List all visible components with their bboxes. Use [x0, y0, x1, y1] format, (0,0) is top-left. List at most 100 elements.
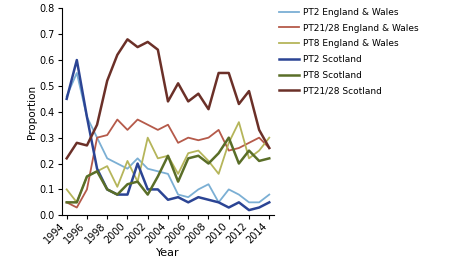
PT21/28 England & Wales — [246, 141, 252, 145]
PT2 Scotland — [145, 188, 151, 191]
Line: PT21/28 England & Wales: PT21/28 England & Wales — [67, 120, 269, 208]
PT8 Scotland — [104, 188, 110, 191]
PT21/28 Scotland — [145, 40, 151, 44]
Line: PT2 England & Wales: PT2 England & Wales — [67, 73, 269, 202]
PT8 England & Wales — [94, 170, 100, 173]
PT8 Scotland — [74, 201, 80, 204]
PT2 Scotland — [94, 167, 100, 170]
PT2 England & Wales — [155, 170, 161, 173]
PT2 England & Wales — [246, 201, 252, 204]
Y-axis label: Proportion: Proportion — [27, 85, 36, 139]
PT21/28 England & Wales — [135, 118, 140, 121]
PT8 England & Wales — [74, 201, 80, 204]
PT21/28 England & Wales — [226, 149, 232, 152]
PT21/28 England & Wales — [104, 133, 110, 137]
PT8 Scotland — [145, 193, 151, 196]
PT8 Scotland — [64, 201, 70, 204]
PT2 Scotland — [165, 198, 171, 201]
PT21/28 Scotland — [175, 82, 181, 85]
PT8 England & Wales — [266, 136, 272, 139]
PT21/28 England & Wales — [125, 128, 130, 132]
PT21/28 England & Wales — [74, 206, 80, 209]
PT21/28 Scotland — [115, 53, 120, 57]
PT2 Scotland — [64, 97, 70, 100]
PT2 Scotland — [216, 201, 221, 204]
PT2 Scotland — [104, 188, 110, 191]
PT2 Scotland — [266, 201, 272, 204]
PT21/28 Scotland — [185, 100, 191, 103]
PT2 England & Wales — [185, 195, 191, 199]
PT8 England & Wales — [64, 188, 70, 191]
PT21/28 Scotland — [135, 46, 140, 49]
PT8 Scotland — [135, 180, 140, 183]
PT8 England & Wales — [236, 121, 242, 124]
PT8 England & Wales — [155, 157, 161, 160]
PT8 Scotland — [196, 154, 201, 157]
PT2 England & Wales — [236, 193, 242, 196]
Line: PT21/28 Scotland: PT21/28 Scotland — [67, 39, 269, 158]
PT21/28 England & Wales — [196, 139, 201, 142]
PT21/28 England & Wales — [94, 136, 100, 139]
PT2 Scotland — [125, 193, 130, 196]
PT21/28 England & Wales — [216, 128, 221, 132]
PT2 England & Wales — [104, 157, 110, 160]
PT21/28 Scotland — [165, 100, 171, 103]
PT8 England & Wales — [216, 172, 221, 176]
PT21/28 Scotland — [246, 89, 252, 93]
PT21/28 England & Wales — [145, 123, 151, 126]
PT2 England & Wales — [94, 136, 100, 139]
PT8 Scotland — [185, 157, 191, 160]
PT8 Scotland — [84, 175, 90, 178]
PT8 England & Wales — [104, 164, 110, 168]
PT21/28 England & Wales — [155, 128, 161, 132]
PT2 England & Wales — [115, 162, 120, 165]
PT2 England & Wales — [266, 193, 272, 196]
PT8 England & Wales — [196, 149, 201, 152]
PT2 Scotland — [226, 206, 232, 209]
PT2 England & Wales — [74, 71, 80, 75]
Line: PT2 Scotland: PT2 Scotland — [67, 60, 269, 210]
PT21/28 Scotland — [155, 48, 161, 51]
PT8 Scotland — [206, 162, 211, 165]
PT8 Scotland — [165, 154, 171, 157]
PT8 England & Wales — [226, 141, 232, 145]
PT8 Scotland — [266, 157, 272, 160]
PT21/28 Scotland — [256, 128, 262, 132]
PT2 England & Wales — [226, 188, 232, 191]
PT21/28 Scotland — [266, 146, 272, 150]
PT21/28 England & Wales — [256, 136, 262, 139]
PT21/28 Scotland — [104, 79, 110, 83]
PT8 England & Wales — [165, 154, 171, 157]
PT21/28 Scotland — [226, 71, 232, 75]
PT2 Scotland — [115, 193, 120, 196]
PT21/28 England & Wales — [266, 146, 272, 150]
PT2 Scotland — [74, 59, 80, 62]
PT8 England & Wales — [246, 157, 252, 160]
PT8 England & Wales — [185, 152, 191, 155]
PT21/28 Scotland — [216, 71, 221, 75]
PT2 England & Wales — [256, 201, 262, 204]
PT2 Scotland — [256, 206, 262, 209]
PT2 Scotland — [206, 198, 211, 201]
PT21/28 England & Wales — [64, 201, 70, 204]
PT21/28 Scotland — [94, 123, 100, 126]
PT2 Scotland — [196, 195, 201, 199]
PT21/28 England & Wales — [165, 123, 171, 126]
PT21/28 Scotland — [74, 141, 80, 145]
PT8 Scotland — [115, 193, 120, 196]
Line: PT8 England & Wales: PT8 England & Wales — [67, 122, 269, 202]
PT8 Scotland — [155, 175, 161, 178]
PT2 Scotland — [135, 162, 140, 165]
PT2 England & Wales — [175, 193, 181, 196]
X-axis label: Year: Year — [156, 248, 180, 258]
PT21/28 Scotland — [196, 92, 201, 95]
PT8 England & Wales — [84, 175, 90, 178]
PT8 Scotland — [94, 170, 100, 173]
PT8 England & Wales — [256, 149, 262, 152]
PT2 England & Wales — [165, 172, 171, 176]
PT8 Scotland — [175, 180, 181, 183]
PT21/28 Scotland — [84, 144, 90, 147]
PT8 Scotland — [226, 136, 232, 139]
PT8 Scotland — [246, 149, 252, 152]
PT21/28 Scotland — [64, 157, 70, 160]
